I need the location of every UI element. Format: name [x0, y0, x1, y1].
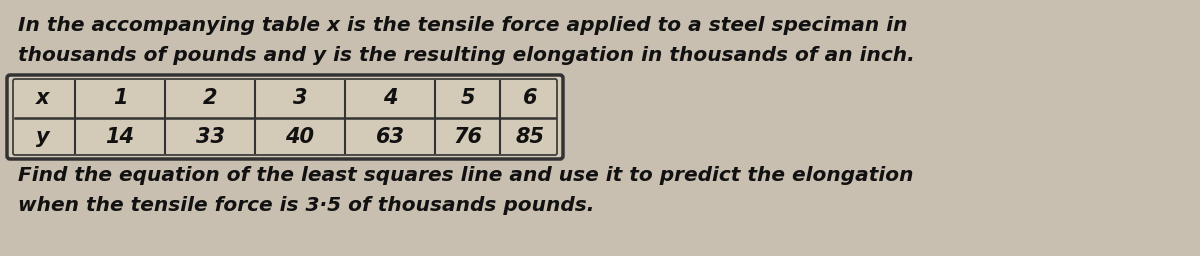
Text: 76: 76 [454, 127, 482, 147]
Text: 85: 85 [516, 127, 545, 147]
FancyBboxPatch shape [7, 75, 563, 159]
Text: 14: 14 [106, 127, 134, 147]
Text: x: x [36, 88, 49, 108]
Text: 6: 6 [523, 88, 538, 108]
Text: y: y [36, 127, 49, 147]
Text: 1: 1 [113, 88, 127, 108]
Text: 4: 4 [383, 88, 397, 108]
Text: 5: 5 [461, 88, 475, 108]
Text: 40: 40 [286, 127, 314, 147]
Text: 63: 63 [376, 127, 404, 147]
Text: when the tensile force is 3·5 of thousands pounds.: when the tensile force is 3·5 of thousan… [18, 196, 594, 215]
Text: Find the equation of the least squares line and use it to predict the elongation: Find the equation of the least squares l… [18, 166, 913, 185]
Text: 33: 33 [196, 127, 224, 147]
Text: 2: 2 [203, 88, 217, 108]
Text: thousands of pounds and y is the resulting elongation in thousands of an inch.: thousands of pounds and y is the resulti… [18, 46, 914, 65]
Text: 3: 3 [293, 88, 307, 108]
Text: In the accompanying table x is the tensile force applied to a steel speciman in: In the accompanying table x is the tensi… [18, 16, 907, 35]
